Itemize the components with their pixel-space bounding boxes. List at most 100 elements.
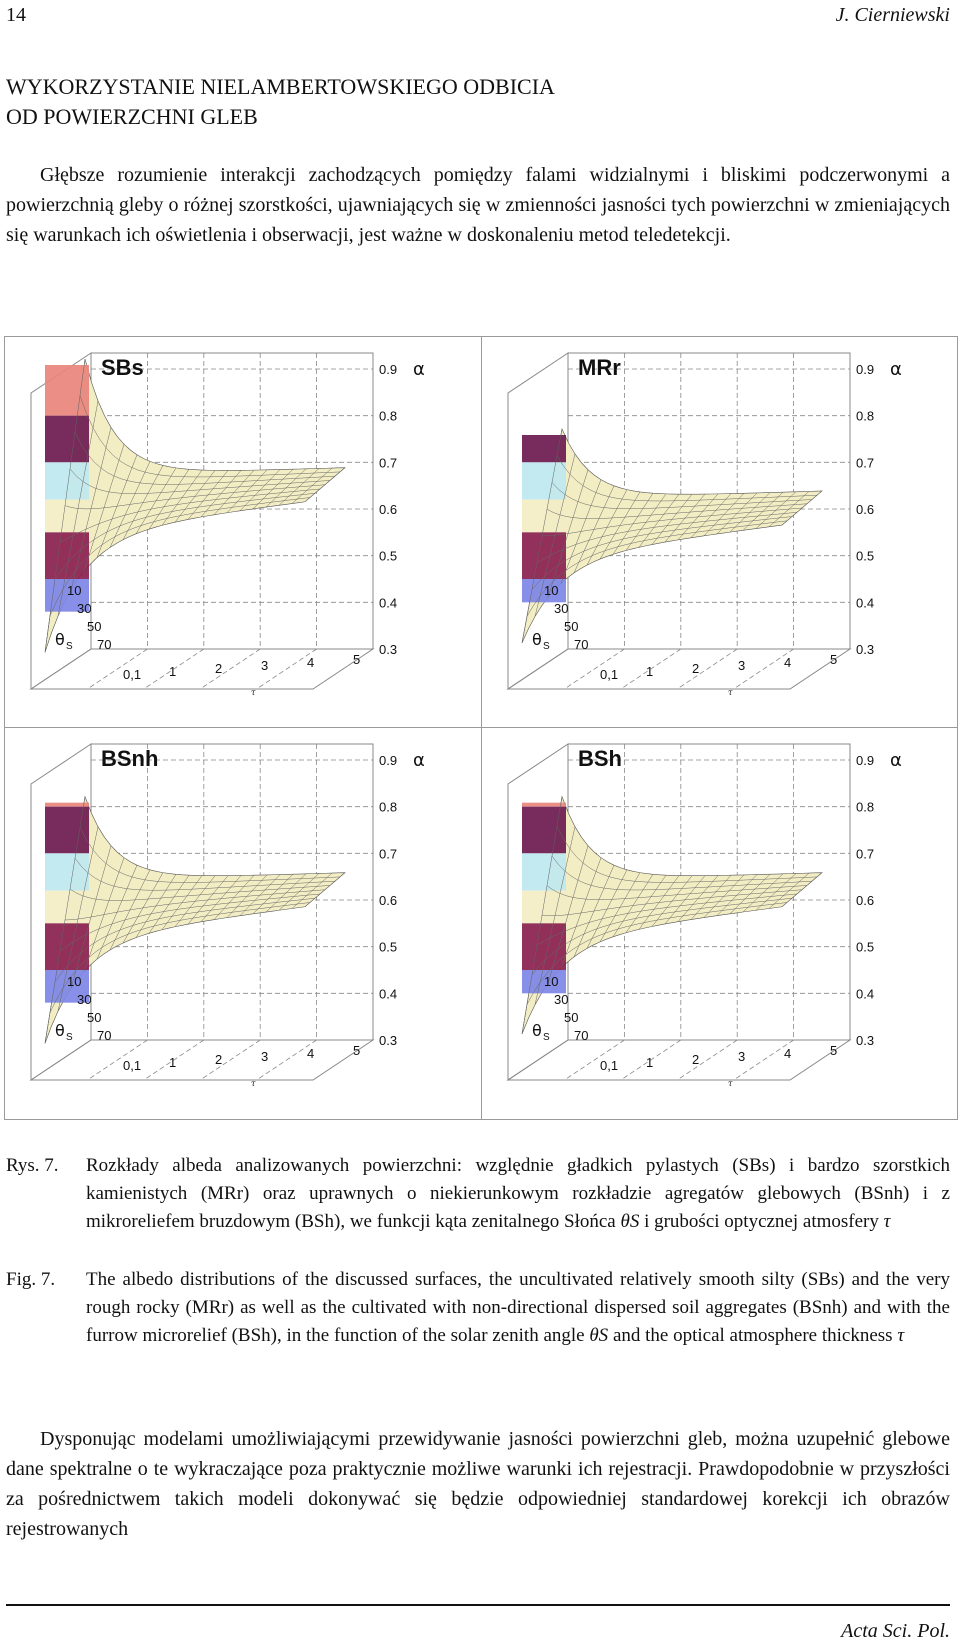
mesh-line	[74, 432, 336, 485]
z-tick-label: 0.3	[856, 642, 874, 657]
mesh-line	[304, 467, 346, 502]
caption-label: Fig. 7.	[6, 1269, 56, 1290]
surface-chart-bsnh: 0.9 0.8 0.7 0.6 0.5 0.4 0.3 BSnh α 10 30 50 70 θ S 0,1 1…	[5, 728, 481, 1118]
z-axis-label: α	[413, 359, 425, 380]
surface-color-band	[522, 806, 566, 854]
mesh-line	[521, 796, 563, 1035]
surface-color-band	[45, 802, 89, 807]
paragraph-models: Dysponując modelami umożliwiającymi prze…	[6, 1424, 950, 1544]
mesh-line	[54, 492, 316, 580]
theta-tick-label: 70	[574, 1028, 588, 1043]
surface-color-band	[522, 499, 566, 533]
caption-text: Rozkłady albeda analizowanych powierzchn…	[86, 1155, 950, 1232]
grid-line	[733, 648, 794, 690]
paragraph-intro: Głębsze rozumienie interakcji zachodzący…	[6, 160, 950, 250]
grid-line	[564, 1039, 625, 1081]
z-tick-label: 0.9	[856, 753, 874, 768]
floor	[506, 1039, 852, 1081]
z-tick-label: 0.7	[379, 455, 397, 470]
floor	[29, 1039, 375, 1081]
theta-axis-label: θ	[532, 1021, 542, 1040]
tau-tick-label: 3	[261, 658, 268, 673]
tau-tick-label: 1	[169, 1055, 176, 1070]
theta-tick-label: 30	[77, 601, 91, 616]
z-axis-label: α	[890, 359, 902, 380]
mesh-line	[304, 872, 346, 907]
grid-line	[143, 1039, 205, 1081]
tau-tick-label: 1	[646, 1055, 653, 1070]
mesh-line	[59, 488, 321, 543]
grid-line	[199, 1039, 261, 1081]
footer-rule	[6, 1604, 950, 1606]
surface-color-band	[522, 532, 566, 579]
mesh-line	[531, 516, 793, 590]
tau-tick-label: 4	[784, 1046, 791, 1061]
surface-plot: 0.9 0.8 0.7 0.6 0.5 0.4 0.3 BSnh α 10 30 50 70 θ S 0,1 1…	[29, 743, 425, 1088]
theta-axis-label: θ	[55, 1021, 65, 1040]
mesh-line	[49, 497, 311, 616]
mesh-line	[526, 520, 788, 617]
surface-color-band	[522, 970, 566, 994]
grid-line	[256, 1039, 317, 1081]
mesh-line	[556, 826, 818, 883]
mesh-line	[74, 858, 336, 891]
page-number: 14	[6, 4, 26, 26]
mesh-line	[69, 885, 331, 901]
figure-divider-horizontal	[5, 727, 957, 728]
section-title-line: OD POWIERZCHNI GLEB	[6, 104, 258, 129]
surface-plot: 0.9 0.8 0.7 0.6 0.5 0.4 0.3 MRr α 10 30 50 70 θ S 0,1 1 2…	[506, 352, 902, 697]
mesh-line	[64, 484, 326, 510]
theta-axis-subscript: S	[66, 641, 73, 652]
grid-line	[564, 648, 625, 690]
tau-tick-label: 1	[169, 664, 176, 679]
z-tick-label: 0.8	[379, 409, 397, 424]
tau-tick-label: 1	[646, 664, 653, 679]
surface-color-band	[522, 462, 566, 500]
surface-mesh	[44, 358, 346, 653]
z-tick-label: 0.4	[379, 595, 397, 610]
z-tick-label: 0.3	[379, 642, 397, 657]
z-tick-label: 0.6	[379, 502, 397, 517]
mesh-line	[536, 512, 798, 563]
mesh-line	[54, 897, 316, 982]
theta-tick-label: 70	[97, 637, 111, 652]
theta-symbol: θS	[589, 1325, 609, 1346]
tau-tick-label: 3	[261, 1049, 268, 1064]
z-tick-label: 0.8	[856, 409, 874, 424]
theta-tick-label: 10	[544, 583, 558, 598]
z-tick-label: 0.7	[856, 455, 874, 470]
tau-axis-label: τ	[728, 1079, 733, 1088]
tau-tick-label: 4	[307, 1046, 314, 1061]
z-tick-label: 0.6	[856, 502, 874, 517]
surface-color-band	[45, 579, 89, 612]
floor	[506, 648, 852, 690]
theta-tick-label: 30	[554, 992, 568, 1007]
z-tick-label: 0.8	[379, 800, 397, 815]
surface-color-band	[45, 415, 89, 463]
caption-polish: Rys. 7. Rozkłady albeda analizowanych po…	[6, 1152, 950, 1236]
mesh-line	[79, 827, 341, 883]
theta-axis-subscript: S	[543, 1032, 550, 1043]
caption-text: The albedo distributions of the discusse…	[86, 1269, 950, 1346]
mesh-line	[49, 902, 311, 1013]
z-tick-label: 0.9	[379, 753, 397, 768]
tau-tick-label: 2	[215, 1052, 222, 1067]
mesh-line	[546, 503, 808, 519]
tau-tick-label: 5	[830, 1043, 837, 1058]
tau-tick-label: 2	[692, 1052, 699, 1067]
z-tick-label: 0.3	[856, 1033, 874, 1048]
mesh-line	[531, 897, 793, 975]
tau-symbol: τ	[897, 1325, 905, 1346]
tau-axis-label: τ	[728, 688, 733, 697]
grid-line	[676, 1039, 738, 1081]
theta-tick-label: 50	[564, 1010, 578, 1025]
z-tick-label: 0.5	[856, 940, 874, 955]
surface-chart-sbs: 0.9 0.8 0.7 0.6 0.5 0.4 0.3 SBs α 10 30 50 70 θ S 0,1 1 2…	[5, 337, 481, 727]
z-tick-label: 0.7	[379, 846, 397, 861]
section-title-line: WYKORZYSTANIE NIELAMBERTOWSKIEGO ODBICIA	[6, 74, 555, 99]
floor	[29, 648, 375, 690]
tau-tick-label: 0,1	[600, 667, 618, 682]
z-tick-label: 0.4	[856, 986, 874, 1001]
tau-tick-label: 0,1	[600, 1058, 618, 1073]
z-tick-label: 0.9	[379, 362, 397, 377]
